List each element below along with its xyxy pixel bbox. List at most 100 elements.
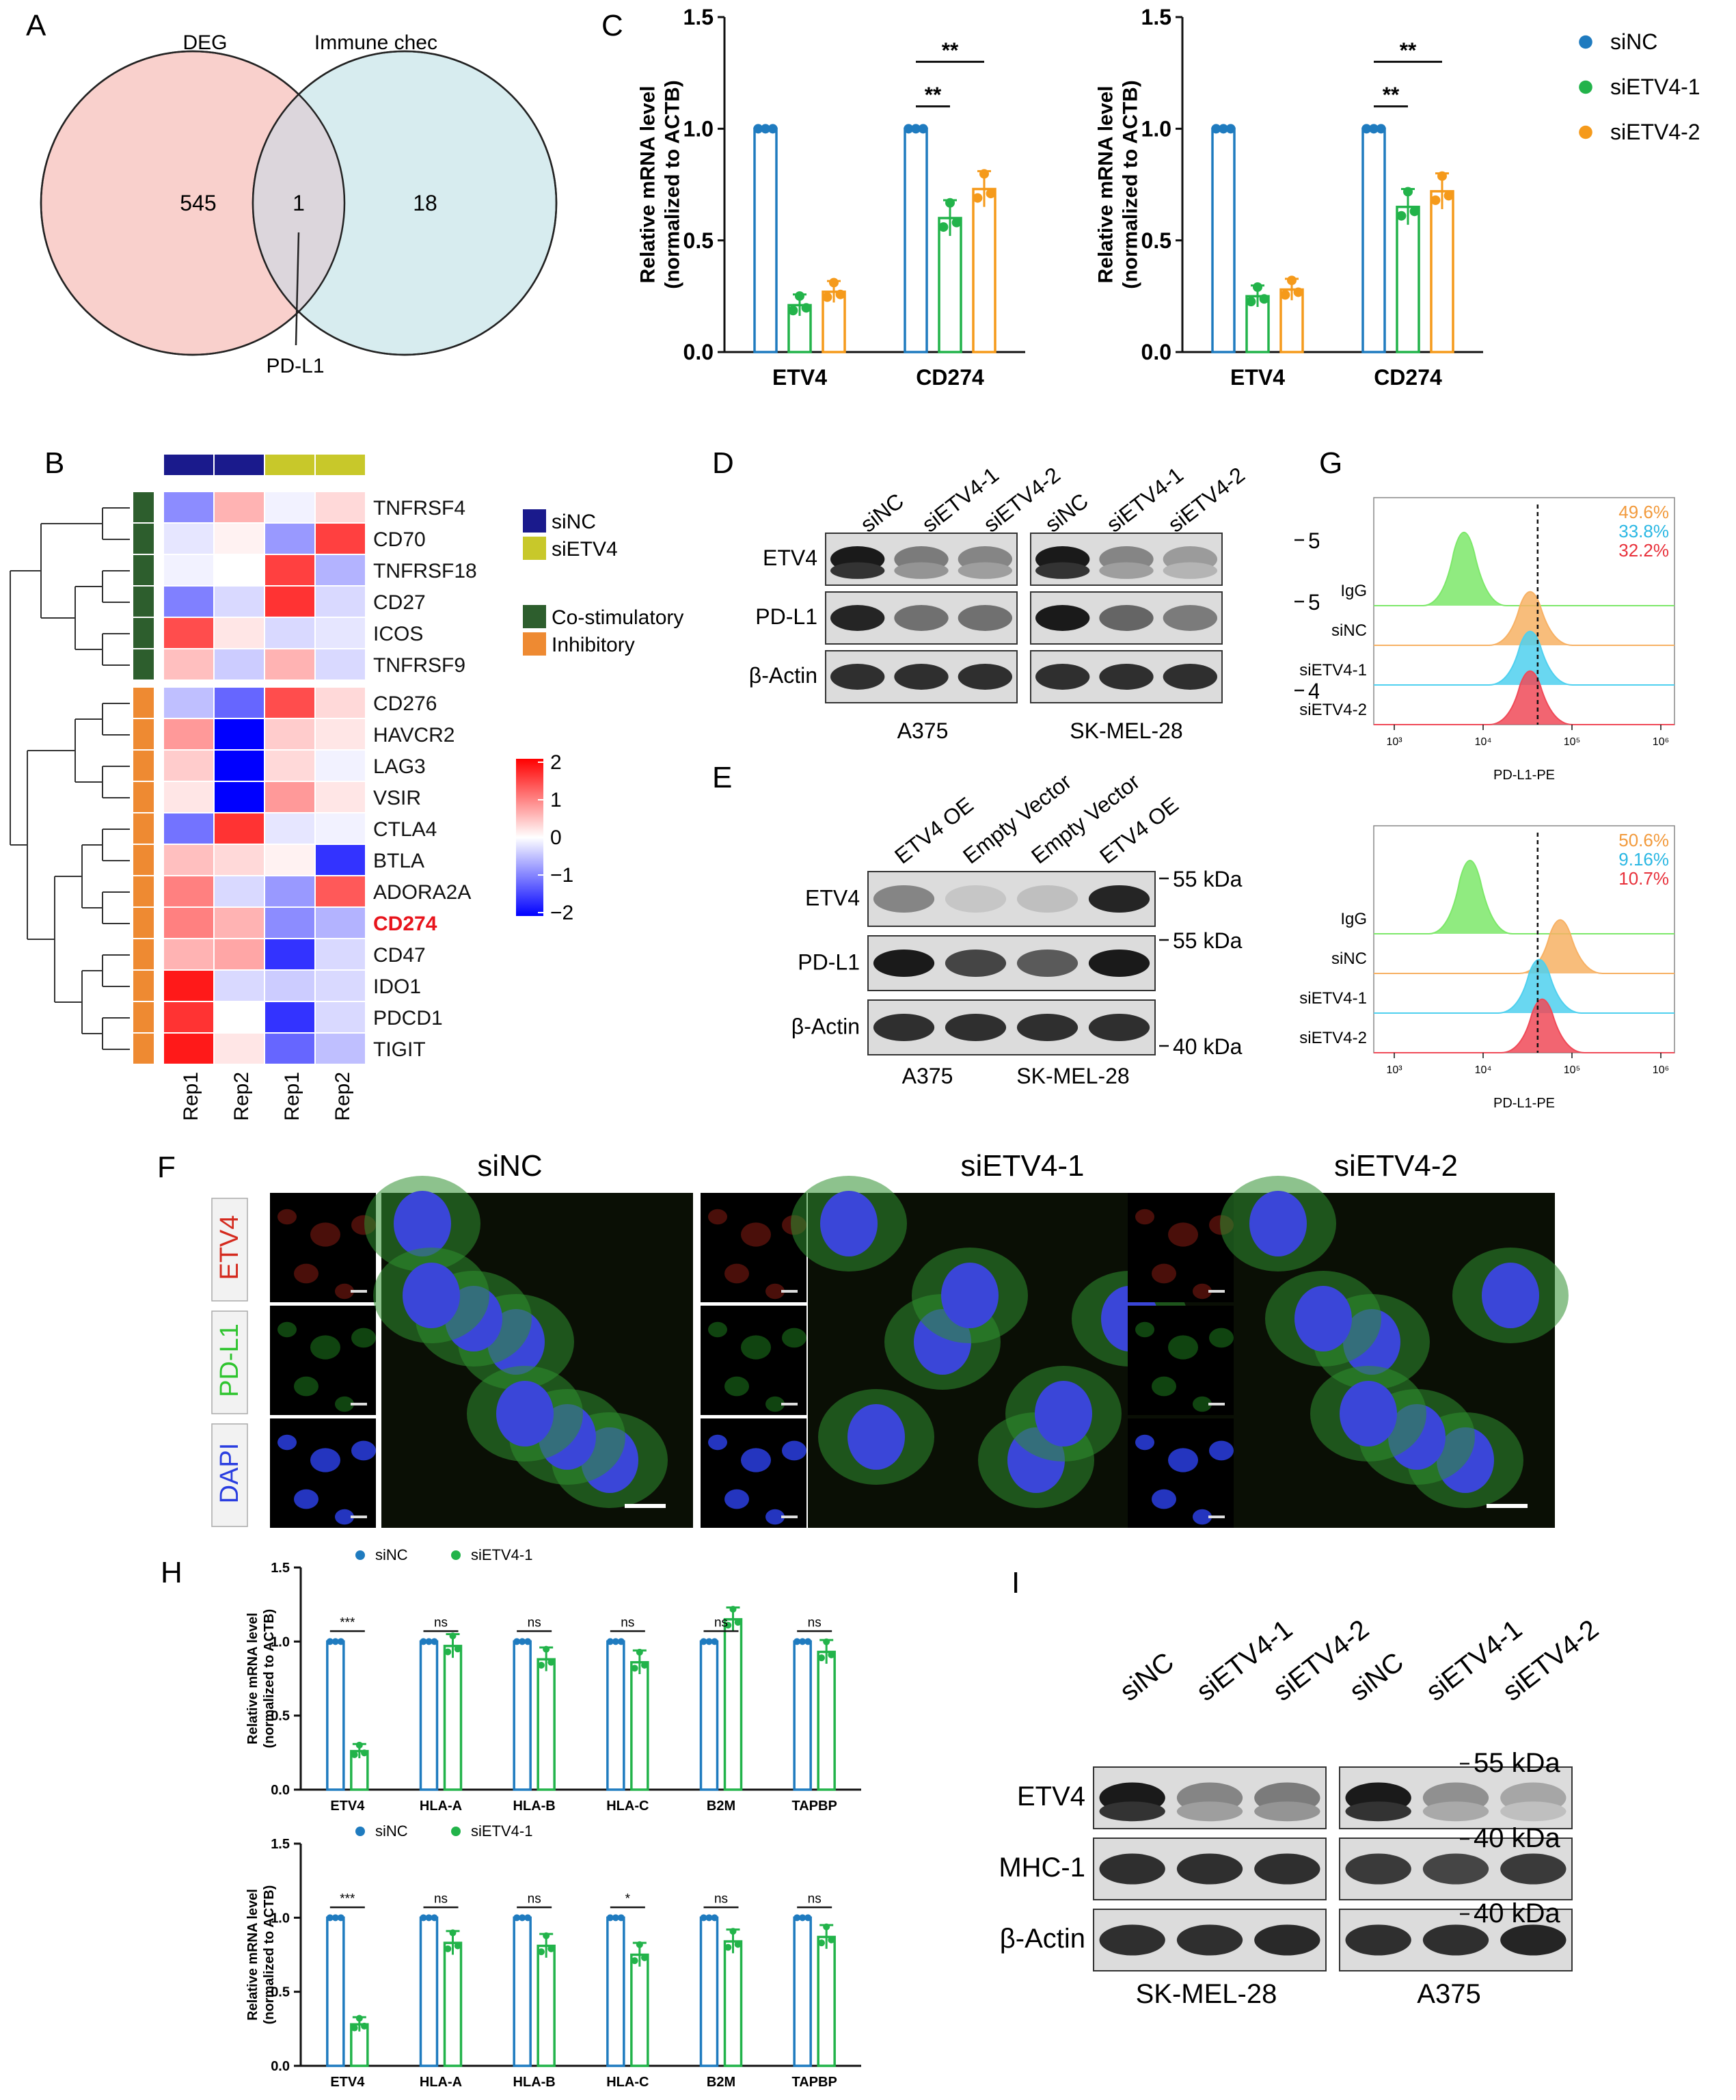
heatmap-column-group bbox=[316, 455, 365, 475]
scale-bar-small bbox=[351, 1516, 367, 1518]
nucleus-signal bbox=[394, 1191, 451, 1256]
venn-overlap-count: 1 bbox=[293, 191, 305, 215]
heatmap-cell bbox=[265, 971, 314, 1001]
heatmap-cell bbox=[164, 1002, 213, 1032]
blot-row-label: β-Actin bbox=[1000, 1924, 1085, 1954]
channel-label: ETV4 bbox=[215, 1215, 244, 1280]
blot-band bbox=[873, 885, 935, 913]
data-point bbox=[641, 1662, 649, 1669]
data-point bbox=[1259, 294, 1269, 304]
heatmap-cell bbox=[316, 782, 365, 812]
flow-histogram-siETV4-1 bbox=[1374, 958, 1674, 1014]
data-point bbox=[351, 1751, 358, 1758]
nucleus-signal bbox=[496, 1381, 554, 1446]
blot-band bbox=[958, 605, 1012, 631]
legend-label: siETV4-1 bbox=[1610, 75, 1700, 99]
heatmap-cell bbox=[215, 845, 264, 875]
heatmap-cell bbox=[164, 971, 213, 1001]
flow-x-tick-label: 10³ bbox=[1386, 1064, 1402, 1076]
panel-a-venn-circles: 545 1 18 PD-L1 bbox=[40, 50, 558, 377]
marker-label: 55 kDa bbox=[1173, 867, 1243, 891]
sig-label: ns bbox=[434, 1616, 448, 1630]
y-axis-title: Relative mRNA level bbox=[245, 1889, 260, 2021]
heatmap-cell bbox=[265, 751, 314, 781]
heatmap-gene-label: TNFRSF4 bbox=[373, 497, 465, 520]
panel-label-f: F bbox=[157, 1150, 176, 1184]
lane-label: siNC bbox=[856, 488, 908, 537]
legend-label: siETV4 bbox=[552, 538, 618, 561]
cell-signal bbox=[277, 1209, 297, 1225]
data-point bbox=[636, 1648, 643, 1656]
blot-band bbox=[1345, 1801, 1411, 1822]
blot-band bbox=[1088, 950, 1150, 977]
heatmap-cell bbox=[265, 939, 314, 969]
y-tick-label: 0.0 bbox=[271, 1783, 290, 1798]
data-point bbox=[911, 124, 921, 134]
blot-band bbox=[1088, 885, 1150, 913]
cell-signal bbox=[1152, 1489, 1176, 1509]
bar-siNC bbox=[793, 1916, 812, 2067]
cell-signal bbox=[708, 1434, 727, 1451]
cell-signal bbox=[310, 1448, 340, 1472]
flow-percentage: 50.6% bbox=[1618, 830, 1669, 850]
y-tick-label: 0.5 bbox=[1141, 228, 1171, 253]
blot-band bbox=[945, 885, 1007, 913]
bar-siETV4-1 bbox=[938, 217, 962, 353]
data-point bbox=[449, 1632, 457, 1640]
y-axis-title: (normalized to ACTB) bbox=[662, 80, 684, 289]
flow-x-tick-label: 10⁵ bbox=[1564, 736, 1580, 748]
blot-row-label: ETV4 bbox=[763, 546, 817, 570]
bar-siETV4-1 bbox=[443, 1645, 463, 1791]
cell-signal bbox=[1152, 1263, 1176, 1284]
data-point bbox=[700, 1914, 707, 1922]
channel-label-box bbox=[211, 1423, 248, 1527]
legend-marker bbox=[1579, 35, 1592, 49]
y-tick-label: 1.5 bbox=[271, 1837, 290, 1852]
data-point bbox=[617, 1638, 625, 1645]
heatmap-cell bbox=[164, 492, 213, 522]
heatmap-gene-label: CTLA4 bbox=[373, 818, 437, 841]
panel-f-microscopy: F siNC siETV4-1 siETV4-2 ETV4 PD-L1 DAPI bbox=[157, 1149, 1569, 1528]
heatmap-row-group bbox=[133, 813, 154, 844]
colorbar-tick-label: 2 bbox=[550, 751, 562, 774]
data-point bbox=[973, 193, 983, 203]
marker-label: 40 kDa bbox=[1474, 1898, 1560, 1928]
nucleus-signal bbox=[1035, 1381, 1092, 1446]
heatmap-cell bbox=[215, 908, 264, 938]
blot-band bbox=[830, 562, 885, 579]
heatmap-row-group bbox=[133, 524, 154, 554]
blot-band bbox=[1422, 1853, 1489, 1885]
cell-signal bbox=[708, 1209, 727, 1225]
data-point bbox=[513, 1914, 521, 1922]
heatmap-row-group bbox=[133, 492, 154, 522]
data-point bbox=[524, 1914, 532, 1922]
bar-siNC bbox=[326, 1640, 345, 1791]
heatmap-cell bbox=[316, 524, 365, 554]
heatmap-cell bbox=[316, 719, 365, 749]
heatmap-cell bbox=[164, 1034, 213, 1064]
scale-bar bbox=[625, 1504, 666, 1508]
sig-label: ns bbox=[528, 1616, 541, 1630]
heatmap-cell bbox=[215, 971, 264, 1001]
flow-x-tick-label: 10⁴ bbox=[1475, 736, 1492, 748]
sig-label: ** bbox=[1383, 82, 1400, 107]
data-point bbox=[449, 1929, 457, 1937]
heatmap-column-group bbox=[164, 455, 213, 475]
data-point bbox=[454, 1942, 461, 1950]
blot-band bbox=[945, 950, 1007, 977]
data-point bbox=[636, 1941, 643, 1948]
data-point bbox=[361, 2022, 368, 2030]
data-point bbox=[734, 1941, 742, 1948]
data-point bbox=[724, 1621, 732, 1629]
sig-label: ** bbox=[925, 82, 942, 107]
nucleus-signal bbox=[1340, 1381, 1397, 1446]
data-point bbox=[537, 1948, 545, 1956]
bar-siNC bbox=[606, 1916, 625, 2067]
sig-label: *** bbox=[340, 1892, 355, 1907]
heatmap-cell bbox=[215, 876, 264, 906]
data-point bbox=[724, 1943, 732, 1951]
blot-band bbox=[894, 605, 949, 631]
